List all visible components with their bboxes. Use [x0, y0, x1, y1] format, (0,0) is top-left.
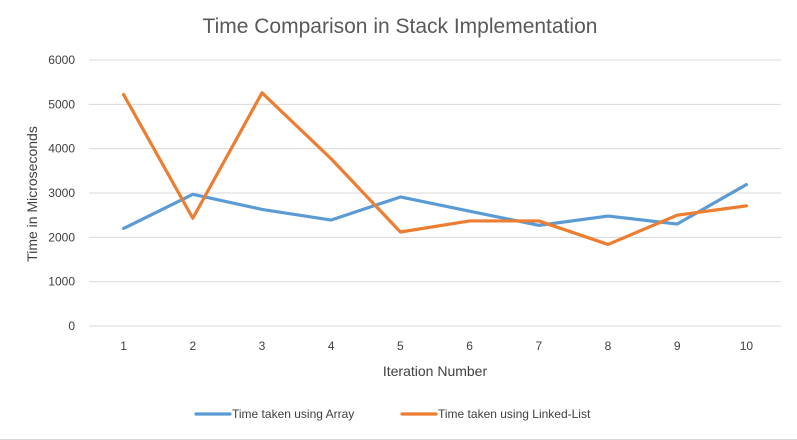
x-axis-ticks: 1 2 3 4 5 6 7 8 9 10	[120, 339, 753, 353]
x-tick-label: 3	[259, 339, 266, 353]
x-tick-label: 5	[397, 339, 404, 353]
x-tick-label: 9	[674, 339, 681, 353]
y-tick-label: 5000	[48, 97, 75, 111]
y-axis-label: Time in Microseconds	[24, 126, 40, 262]
y-tick-label: 2000	[48, 230, 75, 244]
series-line-array	[121, 182, 749, 231]
x-tick-label: 4	[328, 339, 335, 353]
y-tick-label: 4000	[48, 142, 75, 156]
legend-label: Time taken using Array	[232, 407, 354, 421]
y-axis-ticks: 0 1000 2000 3000 4000 5000 6000	[48, 53, 75, 333]
x-tick-label: 2	[189, 339, 196, 353]
series-line-linked-list	[121, 91, 749, 247]
x-tick-label: 7	[535, 339, 542, 353]
x-tick-label: 10	[740, 339, 754, 353]
legend: Time taken using Array Time taken using L…	[194, 407, 591, 421]
series-lines	[121, 91, 749, 247]
y-tick-label: 1000	[48, 275, 75, 289]
gridlines	[89, 59, 781, 327]
x-tick-label: 1	[120, 339, 127, 353]
x-tick-label: 6	[466, 339, 473, 353]
x-axis-label: Iteration Number	[383, 363, 488, 379]
y-tick-label: 0	[68, 319, 75, 333]
chart-title: Time Comparison in Stack Implementation	[203, 15, 598, 38]
y-tick-label: 3000	[48, 186, 75, 200]
legend-label: Time taken using Linked-List	[438, 407, 591, 421]
x-tick-label: 8	[605, 339, 612, 353]
y-tick-label: 6000	[48, 53, 75, 67]
